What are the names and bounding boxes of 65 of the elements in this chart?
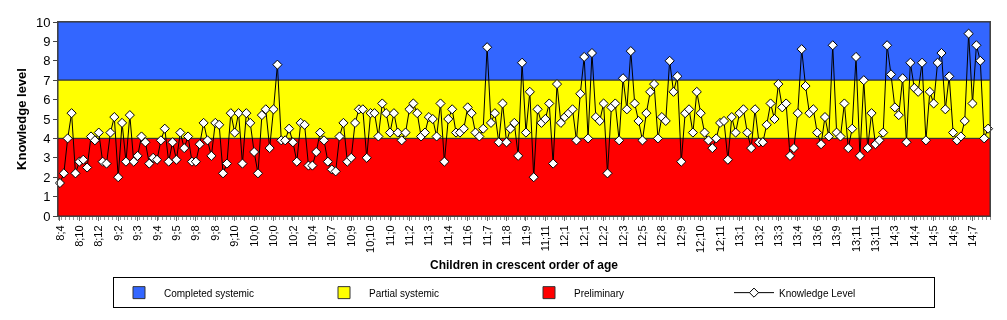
- x-tick-label: 10;0: [247, 225, 260, 247]
- x-tick-label: 12;10: [694, 225, 707, 253]
- y-tick-label: 1: [43, 189, 51, 205]
- y-tick-label: 9: [43, 33, 51, 49]
- x-tick-label: 8;4: [53, 225, 66, 241]
- x-tick-label: 11;8: [500, 225, 513, 246]
- x-tick-label: 13;6: [810, 225, 823, 247]
- x-tick-label: 11;4: [441, 225, 454, 246]
- x-tick-label: 14;4: [907, 225, 920, 247]
- y-tick-label: 4: [43, 130, 51, 146]
- x-tick-label: 12;1: [558, 225, 571, 247]
- x-tick-label: 13;3: [771, 225, 784, 247]
- x-tick-label: 9;2: [111, 225, 124, 241]
- x-tick-label: 9;4: [150, 225, 163, 241]
- x-tick-label: 9;10: [228, 225, 241, 247]
- x-tick-label: 9;3: [131, 225, 144, 241]
- y-tick-label: 8: [43, 53, 51, 69]
- x-tick-label: 12;1: [577, 225, 590, 247]
- x-tick-label: 11;9: [519, 225, 532, 246]
- x-tick-label: 14;5: [927, 225, 940, 247]
- y-tick-label: 10: [35, 14, 51, 30]
- x-tick-label: 11;6: [461, 225, 474, 246]
- y-tick-label: 0: [43, 208, 51, 224]
- x-tick-label: 14;6: [946, 225, 959, 247]
- x-tick-label: 12;8: [655, 225, 668, 247]
- x-tick-label: 12;5: [636, 225, 649, 247]
- x-tick-label: 14;3: [888, 225, 901, 247]
- x-tick-label: 11;11: [538, 225, 551, 252]
- x-tick-label: 10;2: [286, 225, 299, 247]
- y-axis-title: Knowledge level: [13, 68, 29, 170]
- y-tick-label: 6: [43, 92, 51, 108]
- x-tick-label: 12;11: [713, 225, 726, 253]
- x-tick-label: 10;10: [364, 225, 377, 253]
- x-tick-label: 13;2: [752, 225, 765, 247]
- x-tick-label: 9;5: [170, 225, 183, 241]
- x-tick-label: 13;11: [869, 225, 882, 253]
- legend-label: Partial systemic: [369, 287, 440, 299]
- x-tick-label: 12;9: [674, 225, 687, 247]
- x-tick-label: 10;7: [325, 225, 338, 247]
- x-tick-label: 13;9: [830, 225, 843, 247]
- legend-label: Knowledge Level: [779, 287, 856, 299]
- x-tick-label: 10;0: [267, 225, 280, 247]
- legend-label: Preliminary: [574, 287, 625, 299]
- x-tick-label: 10;9: [344, 225, 357, 247]
- x-tick-label: 11;7: [480, 225, 493, 246]
- x-tick-label: 12;2: [597, 225, 610, 247]
- legend-label: Completed systemic: [164, 287, 255, 299]
- x-tick-label: 12;3: [616, 225, 629, 247]
- x-tick-label: 14;7: [966, 225, 979, 247]
- y-tick-label: 3: [43, 150, 51, 166]
- x-tick-label: 11;3: [422, 225, 435, 246]
- x-tick-label: 11;0: [383, 225, 396, 246]
- x-tick-label: 10;4: [305, 225, 318, 247]
- x-tick-label: 13;4: [791, 225, 804, 247]
- x-tick-label: 9;8: [208, 225, 221, 241]
- y-tick-label: 2: [43, 169, 51, 185]
- x-tick-label: 11;2: [403, 225, 416, 246]
- y-tick-label: 5: [43, 111, 51, 127]
- x-tick-label: 8;12: [92, 225, 105, 247]
- x-tick-label: 8;10: [72, 225, 85, 247]
- x-tick-label: 9;8: [189, 225, 202, 241]
- x-tick-label: 13;11: [849, 225, 862, 253]
- x-tick-label: 13;1: [733, 225, 746, 247]
- x-axis-title: Children in crescent order of age: [429, 257, 619, 272]
- y-tick-label: 7: [43, 72, 51, 88]
